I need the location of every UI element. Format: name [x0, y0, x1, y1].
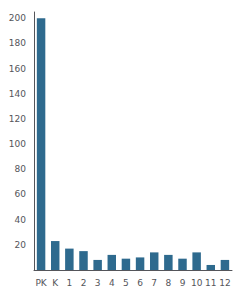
svg-text:20: 20 [15, 240, 27, 250]
svg-text:100: 100 [9, 139, 26, 149]
svg-text:1: 1 [66, 278, 72, 288]
svg-text:40: 40 [15, 215, 27, 225]
svg-text:2: 2 [81, 278, 87, 288]
svg-text:7: 7 [151, 278, 157, 288]
svg-text:60: 60 [15, 189, 27, 199]
svg-text:9: 9 [180, 278, 186, 288]
svg-text:140: 140 [9, 89, 26, 99]
svg-text:K: K [52, 278, 59, 288]
svg-text:4: 4 [109, 278, 115, 288]
svg-text:3: 3 [95, 278, 101, 288]
svg-text:80: 80 [15, 164, 27, 174]
svg-text:10: 10 [191, 278, 203, 288]
svg-text:5: 5 [123, 278, 129, 288]
svg-text:160: 160 [9, 64, 26, 74]
svg-text:6: 6 [137, 278, 143, 288]
svg-text:120: 120 [9, 114, 26, 124]
svg-text:11: 11 [205, 278, 216, 288]
svg-text:200: 200 [9, 13, 26, 23]
svg-text:12: 12 [219, 278, 230, 288]
svg-text:8: 8 [165, 278, 171, 288]
svg-text:180: 180 [9, 38, 26, 48]
svg-text:PK: PK [35, 278, 47, 288]
